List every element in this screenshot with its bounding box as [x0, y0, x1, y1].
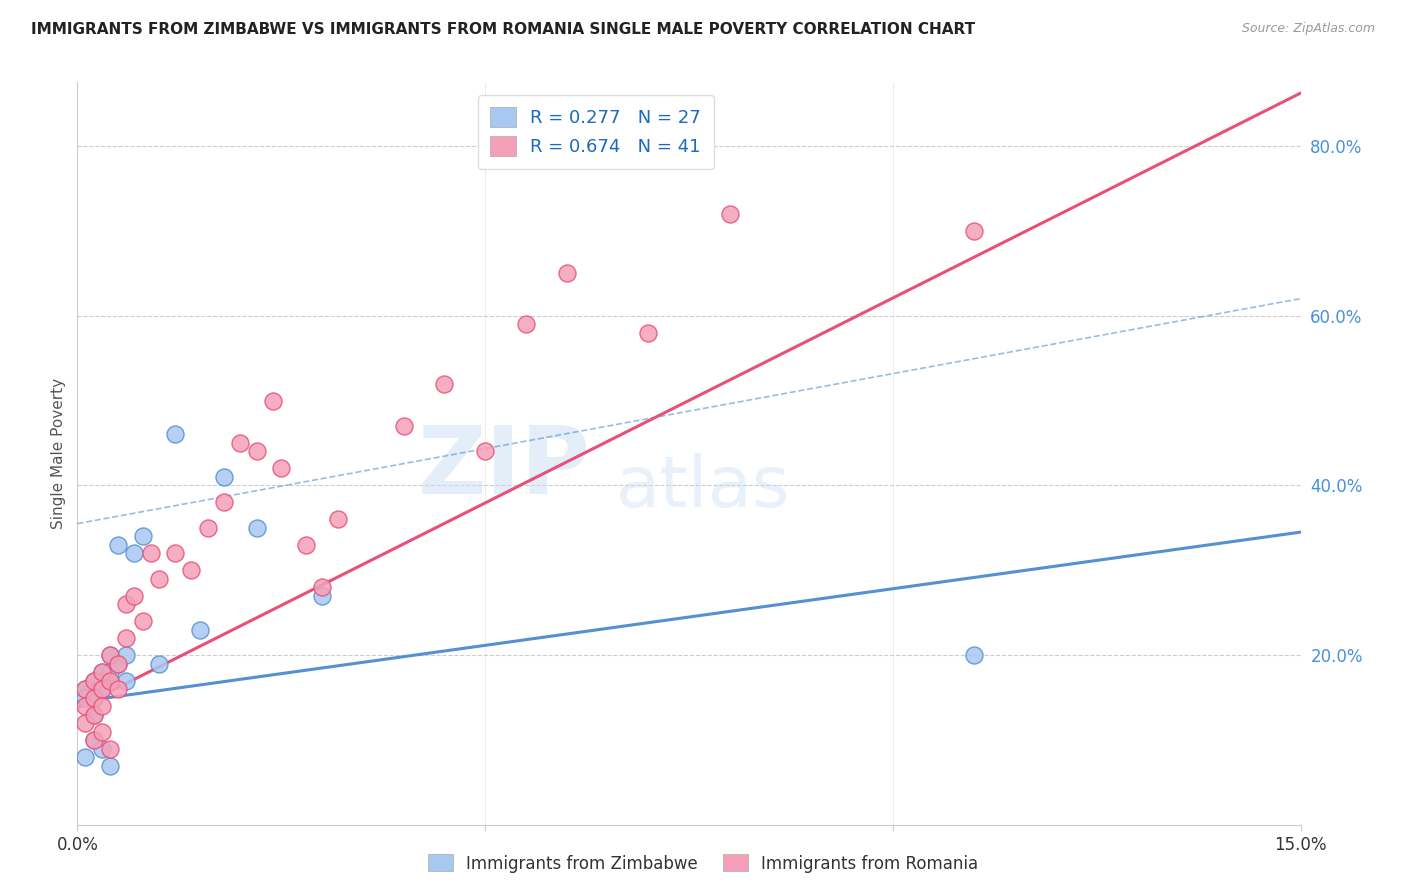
Point [90, 665, 112, 680]
Point [139, 546, 162, 560]
Point [90, 673, 112, 688]
Point [188, 623, 211, 637]
Text: atlas: atlas [616, 452, 790, 522]
Point [197, 521, 219, 535]
Point [433, 376, 456, 391]
Point [311, 580, 333, 594]
Text: Source: ZipAtlas.com: Source: ZipAtlas.com [1241, 22, 1375, 36]
Point [311, 589, 333, 603]
Point [90, 741, 112, 756]
Point [75, 690, 97, 705]
Point [131, 529, 153, 543]
Point [90, 699, 112, 714]
Point [131, 615, 153, 629]
Point [555, 266, 578, 280]
Point [115, 632, 138, 646]
Point [148, 657, 170, 671]
Point [270, 461, 292, 475]
Point [392, 419, 415, 434]
Point [90, 665, 112, 680]
Text: IMMIGRANTS FROM ZIMBABWE VS IMMIGRANTS FROM ROMANIA SINGLE MALE POVERTY CORRELAT: IMMIGRANTS FROM ZIMBABWE VS IMMIGRANTS F… [31, 22, 974, 37]
Point [83, 733, 105, 747]
Point [75, 682, 97, 697]
Point [963, 648, 986, 663]
Point [98, 741, 121, 756]
Point [212, 470, 235, 484]
Point [246, 444, 269, 458]
Point [83, 690, 105, 705]
Point [165, 427, 187, 442]
Y-axis label: Single Male Poverty: Single Male Poverty [51, 378, 66, 529]
Point [83, 673, 105, 688]
Point [515, 317, 537, 331]
Point [98, 665, 121, 680]
Point [90, 682, 112, 697]
Point [98, 648, 121, 663]
Point [294, 538, 316, 552]
Point [328, 512, 350, 526]
Point [98, 648, 121, 663]
Point [963, 224, 986, 238]
Point [115, 597, 138, 611]
Point [83, 690, 105, 705]
Point [83, 733, 105, 747]
Point [115, 673, 138, 688]
Legend: R = 0.277   N = 27, R = 0.674   N = 41: R = 0.277 N = 27, R = 0.674 N = 41 [478, 95, 713, 169]
Point [83, 707, 105, 722]
Point [75, 750, 97, 764]
Point [474, 444, 496, 458]
Point [90, 724, 112, 739]
Point [75, 716, 97, 731]
Legend: Immigrants from Zimbabwe, Immigrants from Romania: Immigrants from Zimbabwe, Immigrants fro… [420, 847, 986, 880]
Point [718, 207, 741, 221]
Point [180, 563, 202, 577]
Point [637, 326, 659, 340]
Point [90, 682, 112, 697]
Point [107, 538, 129, 552]
Point [115, 648, 138, 663]
Point [246, 521, 269, 535]
Point [107, 657, 129, 671]
Point [75, 682, 97, 697]
Point [148, 572, 170, 586]
Point [107, 682, 129, 697]
Point [262, 393, 284, 408]
Point [165, 546, 187, 560]
Point [124, 546, 146, 560]
Point [75, 699, 97, 714]
Text: ZIP: ZIP [418, 423, 591, 515]
Point [107, 657, 129, 671]
Point [124, 589, 146, 603]
Point [98, 758, 121, 772]
Point [212, 495, 235, 509]
Point [98, 673, 121, 688]
Point [83, 707, 105, 722]
Point [229, 436, 252, 450]
Point [83, 673, 105, 688]
